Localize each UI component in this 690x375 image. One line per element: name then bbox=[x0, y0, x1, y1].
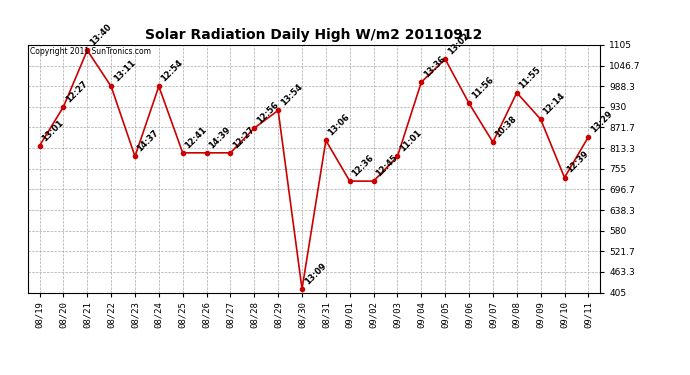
Text: 12:45: 12:45 bbox=[374, 153, 400, 178]
Text: 13:54: 13:54 bbox=[279, 82, 304, 108]
Text: 12:39: 12:39 bbox=[565, 150, 590, 175]
Text: 13:02: 13:02 bbox=[446, 31, 471, 56]
Text: 13:09: 13:09 bbox=[303, 261, 328, 286]
Text: 13:06: 13:06 bbox=[326, 112, 352, 138]
Text: 11:01: 11:01 bbox=[398, 128, 424, 154]
Text: 12:14: 12:14 bbox=[541, 91, 566, 117]
Text: 14:37: 14:37 bbox=[135, 128, 161, 154]
Text: 11:56: 11:56 bbox=[470, 75, 495, 100]
Text: 12:54: 12:54 bbox=[159, 58, 185, 84]
Text: 12:56: 12:56 bbox=[255, 100, 280, 125]
Text: 11:55: 11:55 bbox=[518, 64, 543, 90]
Text: 13:11: 13:11 bbox=[112, 58, 137, 84]
Text: 13:29: 13:29 bbox=[589, 109, 614, 134]
Text: 12:41: 12:41 bbox=[184, 125, 208, 150]
Text: 12:27: 12:27 bbox=[231, 125, 256, 150]
Text: 13:40: 13:40 bbox=[88, 22, 113, 48]
Text: Copyright 2011 SunTronics.com: Copyright 2011 SunTronics.com bbox=[30, 48, 152, 57]
Text: 12:36: 12:36 bbox=[351, 153, 375, 178]
Text: 13:01: 13:01 bbox=[40, 118, 66, 143]
Text: 14:39: 14:39 bbox=[207, 125, 233, 150]
Title: Solar Radiation Daily High W/m2 20110912: Solar Radiation Daily High W/m2 20110912 bbox=[146, 28, 482, 42]
Text: 12:27: 12:27 bbox=[64, 79, 89, 104]
Text: 13:36: 13:36 bbox=[422, 54, 447, 80]
Text: 10:38: 10:38 bbox=[493, 114, 519, 140]
